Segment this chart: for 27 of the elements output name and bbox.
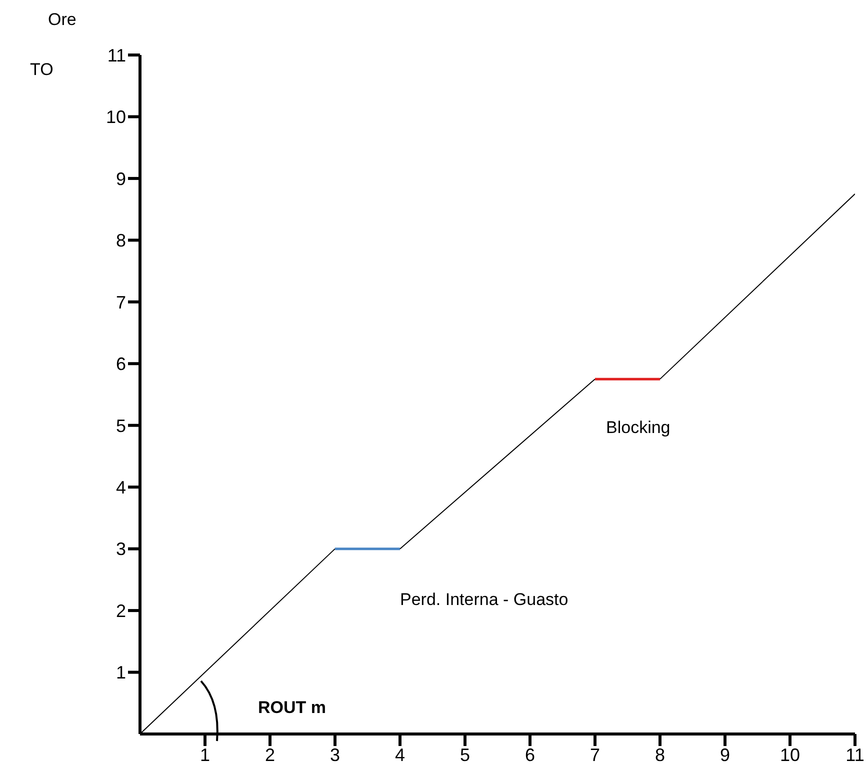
x-tick-label: 1	[200, 744, 210, 765]
x-tick-label: 3	[330, 744, 340, 765]
x-tick-label: 10	[780, 744, 800, 765]
y-tick-label: 3	[116, 539, 126, 560]
annotation: Blocking	[606, 418, 670, 438]
y-tick-label: 5	[116, 416, 126, 436]
text: TO	[30, 60, 54, 80]
y-tick-label: 2	[116, 600, 126, 621]
y-tick-label: 9	[116, 168, 126, 189]
y-tick-label: 8	[116, 230, 126, 251]
x-tick-label: 11	[846, 744, 864, 765]
x-tick-label: 2	[264, 744, 276, 765]
y-tick-label: 11	[107, 45, 126, 66]
y-tick-label: 1	[116, 662, 126, 683]
x-tick-label: 4	[394, 744, 406, 765]
x-tick-label: 9	[720, 744, 730, 765]
y-axis-title: Ore	[48, 10, 76, 30]
x-tick-label: 5	[460, 744, 470, 765]
x-tick-label: 8	[654, 744, 666, 765]
y-tick-label: 6	[116, 354, 126, 374]
x-tick-label: 6	[524, 744, 536, 765]
x-tick-label: 7	[590, 744, 600, 765]
annotation: Perd. Interna - Guasto	[400, 590, 568, 610]
y-tick-label: 4	[116, 477, 126, 498]
annotation: ROUT m	[258, 698, 326, 718]
y-tick-label: 10	[106, 107, 126, 128]
y-tick-label: 7	[116, 292, 126, 312]
